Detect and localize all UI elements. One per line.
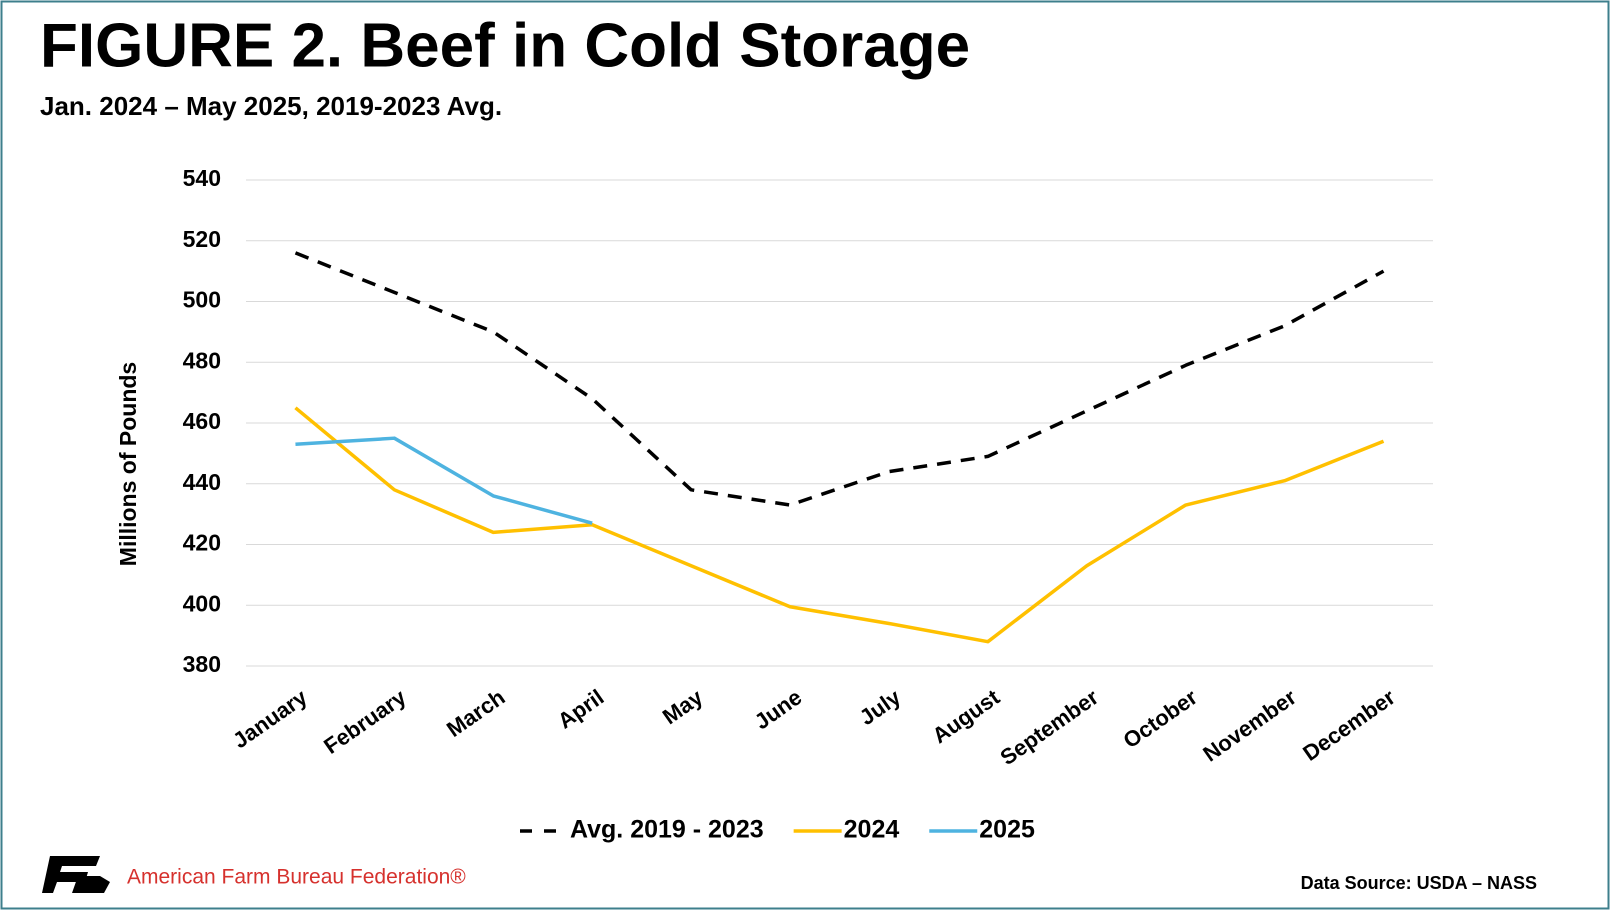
y-tick-label: 500 bbox=[183, 287, 221, 313]
y-tick-label: 400 bbox=[183, 590, 221, 616]
y-tick-label: 520 bbox=[183, 226, 221, 252]
chart-subtitle: Jan. 2024 – May 2025, 2019-2023 Avg. bbox=[40, 91, 502, 121]
y-tick-label: 460 bbox=[183, 408, 221, 434]
logo bbox=[42, 856, 110, 893]
source: Data Source: USDA – NASS bbox=[1301, 873, 1537, 893]
organization: American Farm Bureau Federation® bbox=[127, 866, 466, 889]
y-axis-label: Millions of Pounds bbox=[115, 362, 141, 566]
y-tick-label: 420 bbox=[183, 530, 221, 556]
chart-title: FIGURE 2. Beef in Cold Storage bbox=[40, 11, 970, 80]
legend-label: Avg. 2019 - 2023 bbox=[570, 816, 764, 844]
legend-label: 2025 bbox=[979, 816, 1035, 844]
line-series bbox=[294, 251, 1385, 507]
y-tick-label: 380 bbox=[183, 651, 221, 677]
line-series bbox=[295, 436, 593, 525]
y-tick-label: 440 bbox=[183, 469, 221, 495]
y-tick-label: 480 bbox=[183, 347, 221, 373]
y-tick-label: 540 bbox=[183, 165, 221, 191]
line-series bbox=[294, 406, 1385, 644]
legend-label: 2024 bbox=[844, 816, 900, 844]
